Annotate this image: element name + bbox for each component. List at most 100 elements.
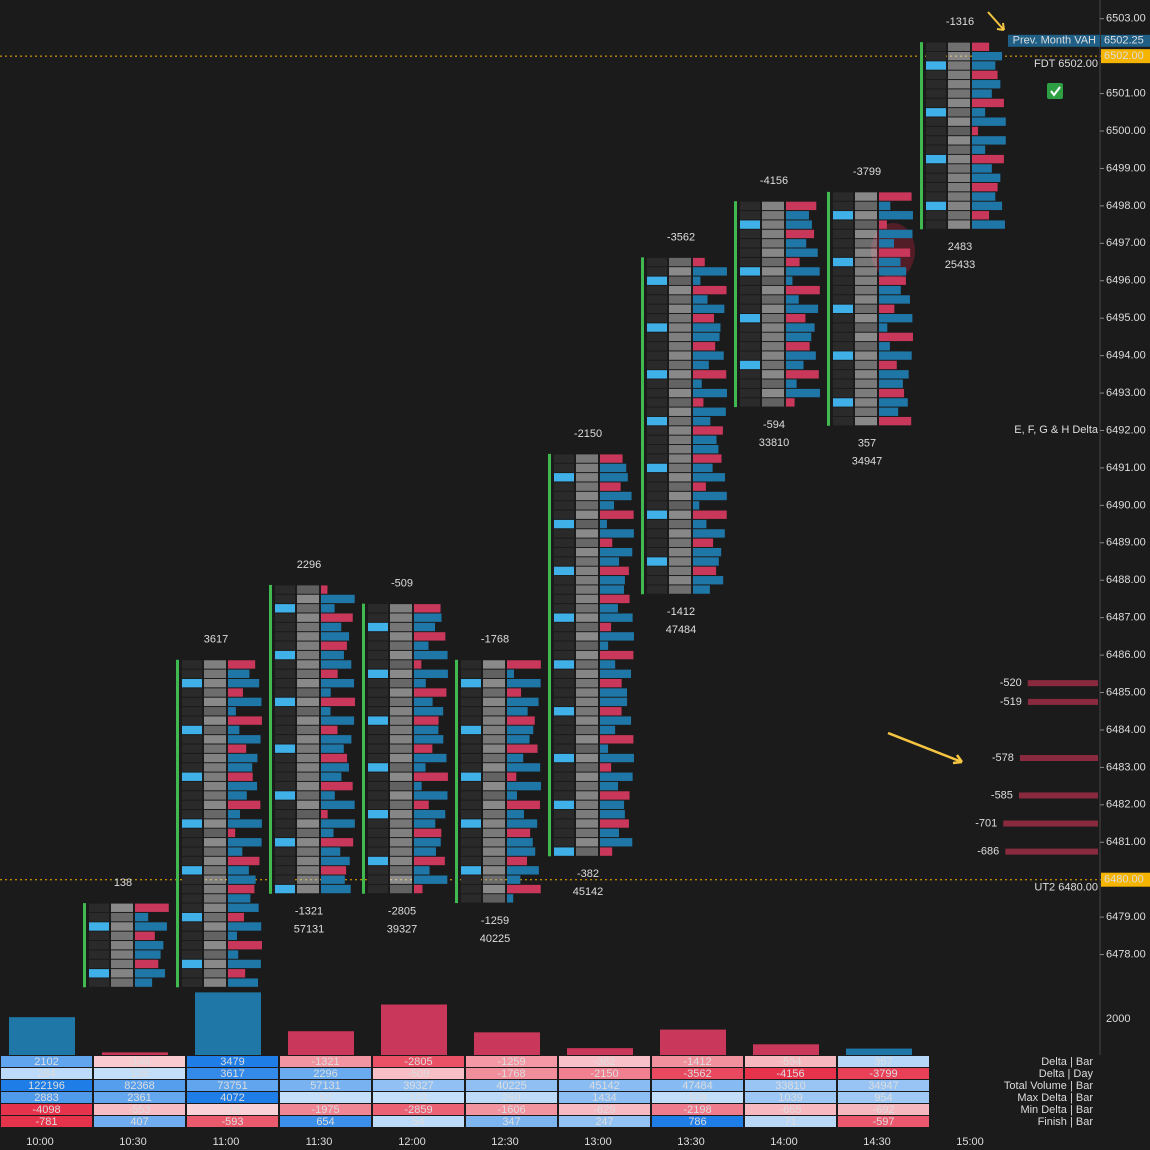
price-label: 6491.00 (1106, 462, 1146, 474)
volume-profile-cell (693, 529, 725, 538)
volume-profile-cell (879, 407, 899, 416)
volume-profile-cell (879, 323, 888, 332)
footprint-cell (576, 538, 598, 547)
footprint-cell (297, 688, 319, 697)
volume-profile-cell (693, 426, 723, 435)
footprint-cell (833, 276, 853, 285)
footprint-cell (297, 744, 319, 753)
price-box (1101, 34, 1150, 47)
volume-profile-cell (321, 697, 355, 707)
volume-label: 57131 (294, 924, 325, 936)
footprint-cell (576, 473, 598, 482)
table-value: 45142 (589, 1080, 620, 1092)
footprint-cell (275, 594, 295, 604)
volume-profile-cell (879, 220, 887, 229)
footprint-cell (390, 622, 412, 632)
footprint-cell (182, 969, 202, 978)
footprint-cell (461, 847, 481, 856)
footprint-cell (297, 791, 319, 800)
volume-profile-cell (600, 576, 625, 585)
footprint-cell (204, 688, 226, 697)
table-cell (94, 1056, 185, 1067)
footprint-cell (669, 576, 691, 585)
table-value: 654 (316, 1116, 334, 1128)
footprint-cell (926, 201, 946, 211)
footprint-cell (390, 866, 412, 875)
footprint-cell (390, 800, 412, 810)
volume-profile-cell (507, 772, 517, 781)
footprint-cell (669, 295, 691, 304)
delta-day-label: -1768 (481, 634, 509, 646)
footprint-cell (297, 763, 319, 772)
footprint-cell (647, 482, 667, 491)
volume-profile-cell (693, 435, 717, 445)
footprint-cell (368, 791, 388, 800)
table-value: 40225 (496, 1080, 527, 1092)
range-bar (548, 453, 551, 857)
footprint-cell (833, 314, 853, 323)
footprint-cell (204, 922, 226, 931)
footprint-cell (483, 866, 505, 875)
volume-profile-cell (600, 491, 632, 501)
volume-profile-cell (600, 697, 628, 707)
footprint-cell (762, 229, 784, 239)
price-label: 6479.00 (1106, 911, 1146, 923)
footprint-cell (204, 763, 226, 772)
volume-profile-cell (507, 847, 536, 856)
table-cell (466, 1104, 557, 1115)
volume-profile-cell (972, 70, 998, 80)
volume-profile-cell (321, 650, 344, 660)
table-value: -1975 (311, 1104, 339, 1116)
volume-profile-cell (972, 220, 1005, 229)
footprint-cell (554, 529, 574, 538)
footprint-cell (669, 501, 691, 510)
footprint-cell (554, 800, 574, 810)
footprint-cell (855, 342, 877, 351)
footprint-cell (368, 688, 388, 697)
volume-profile-cell (414, 884, 423, 894)
volume-profile-cell (228, 707, 236, 716)
footprint-cell (669, 370, 691, 379)
footprint-cell (275, 707, 295, 716)
footprint-cell (554, 819, 574, 828)
volume-profile-cell (879, 388, 905, 398)
footprint-cell (297, 650, 319, 660)
table-value: 357 (874, 1056, 892, 1068)
footprint-cell (576, 547, 598, 557)
footprint-cell (948, 108, 970, 117)
footprint-cell (111, 941, 133, 950)
profile-bar (1005, 848, 1098, 855)
volume-profile-cell (414, 669, 448, 678)
footprint-cell (390, 678, 412, 688)
footprint-cell (89, 903, 109, 912)
footprint-cell (554, 482, 574, 491)
footprint-cell (461, 838, 481, 847)
volume-profile-cell (600, 688, 628, 697)
footprint-cell (576, 660, 598, 669)
footprint-cell (669, 491, 691, 501)
table-value: -4156 (776, 1068, 804, 1080)
histogram-tick-label: 2000 (1106, 1013, 1130, 1025)
volume-profile-cell (972, 61, 996, 70)
footprint-cell (833, 351, 853, 360)
delta-day-label: -3562 (667, 231, 695, 243)
volume-profile-cell (135, 978, 153, 987)
table-cell (1, 1068, 92, 1079)
footprint-cell (576, 688, 598, 697)
footprint-cell (182, 903, 202, 912)
delta-bar-label: -1412 (667, 606, 695, 618)
footprint-cell (390, 725, 412, 735)
footprint-cell (297, 856, 319, 866)
volume-profile-cell (228, 828, 236, 838)
footprint-cell (576, 482, 598, 491)
volume-profile-cell (600, 529, 634, 538)
footprint-cell (833, 285, 853, 295)
volume-profile-cell (228, 847, 243, 856)
footprint-cell (647, 529, 667, 538)
footprint-cell (182, 866, 202, 875)
volume-profile-cell (600, 660, 616, 669)
footprint-cell (926, 173, 946, 182)
footprint-cell (926, 80, 946, 89)
volume-profile-cell (321, 688, 331, 697)
footprint-cell (368, 622, 388, 632)
